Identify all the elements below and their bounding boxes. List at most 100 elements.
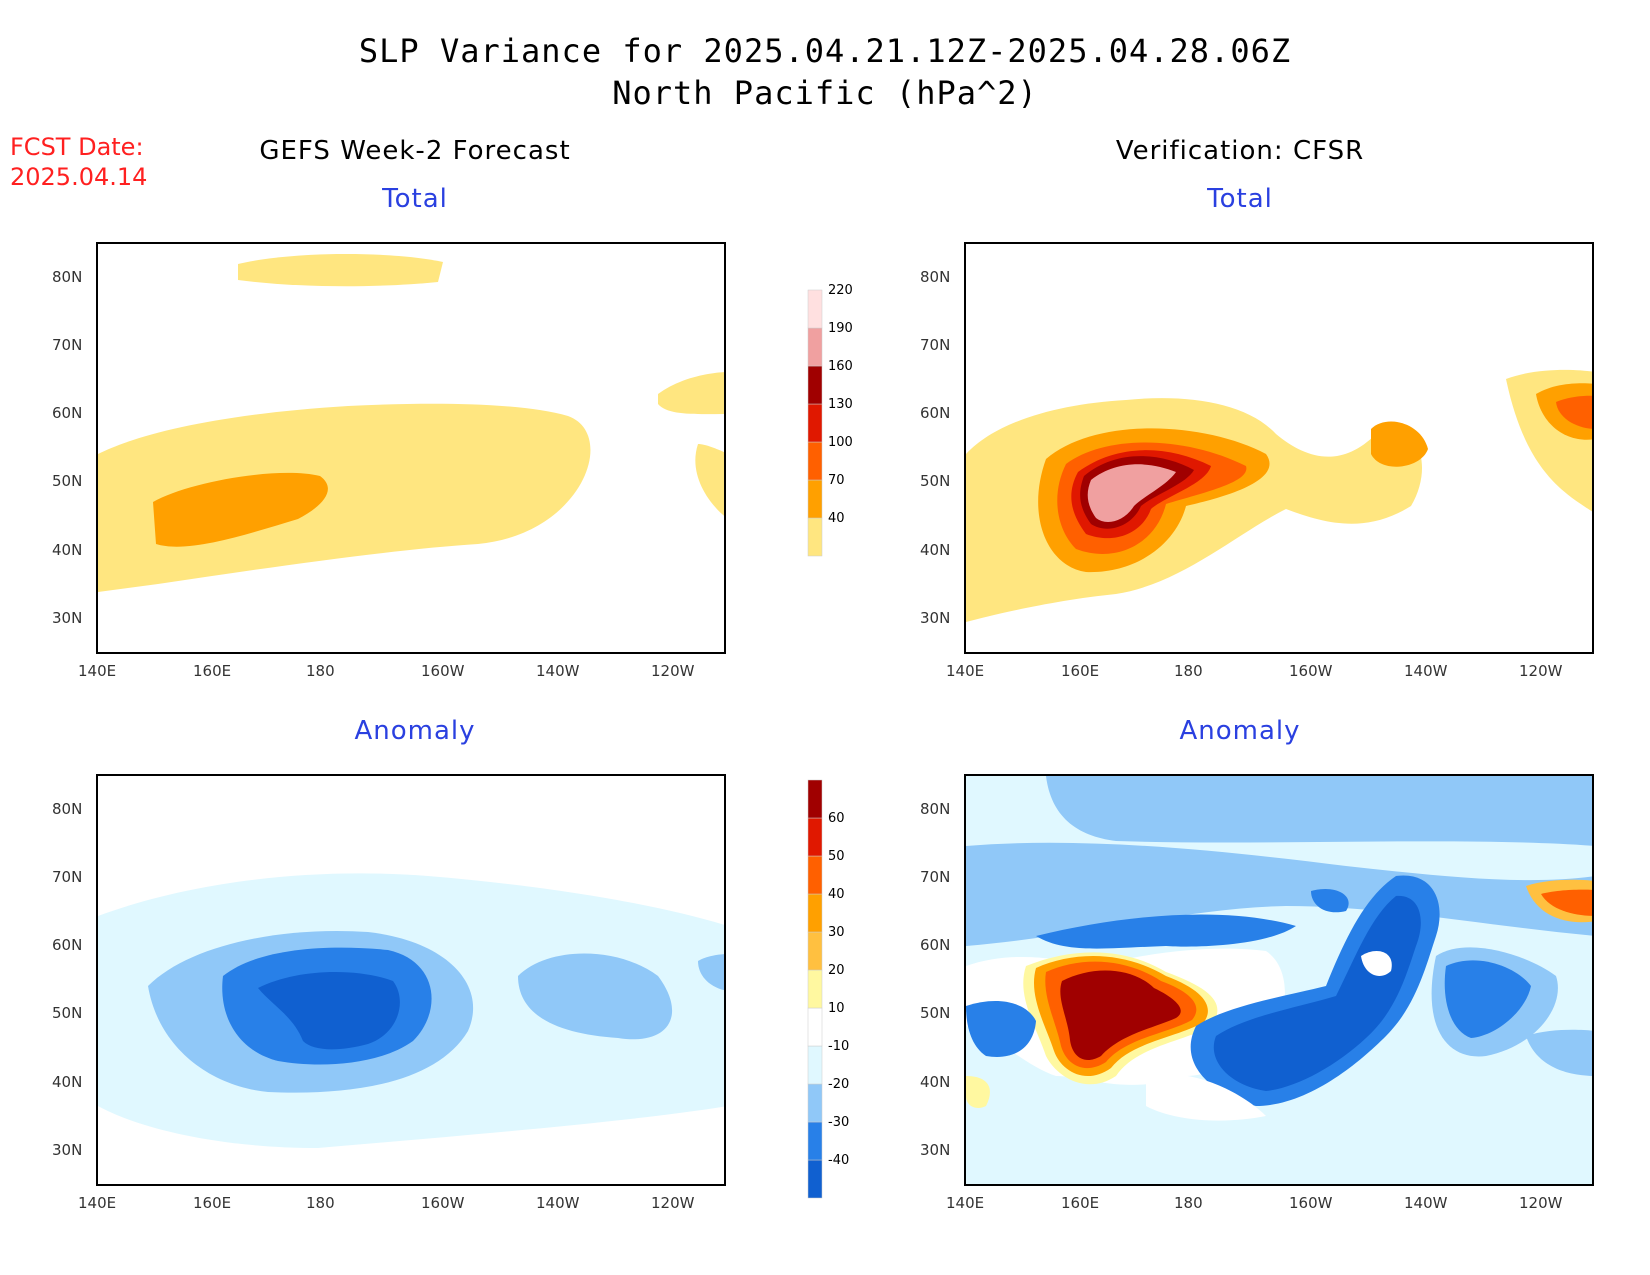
lon-tick-label: 160W (421, 662, 465, 680)
column-header-forecast: GEFS Week-2 Forecast (259, 136, 571, 166)
lat-tick-label: 30N (52, 609, 83, 627)
lon-tick-label: 120W (1519, 662, 1563, 680)
lon-tick-label: 160E (193, 1194, 232, 1212)
lat-tick-label: 50N (920, 472, 951, 490)
colorbar-level-label: 100 (828, 435, 853, 450)
lat-tick-label: 70N (52, 336, 83, 354)
colorbar-level-label: 160 (828, 359, 853, 374)
lon-tick-label: 140E (946, 1194, 985, 1212)
colorbar-level-label: 70 (828, 473, 845, 488)
lon-tick-label: 140W (1404, 1194, 1448, 1212)
colorbar-swatch (807, 817, 823, 857)
colorbar-swatch (807, 365, 823, 405)
colorbar-level-label: 220 (828, 283, 853, 298)
lon-tick-label: 120W (1519, 1194, 1563, 1212)
lon-tick-label: 140E (78, 662, 117, 680)
forecast-date-label: FCST Date: (10, 133, 144, 161)
map-panel-verification-total (964, 242, 1594, 654)
colorbar-swatch (807, 289, 823, 329)
forecast-date-value: 2025.04.14 (10, 163, 148, 191)
lon-tick-label: 140W (536, 662, 580, 680)
map-panel-forecast-total (96, 242, 726, 654)
colorbar-swatch (807, 1083, 823, 1123)
lon-tick-label: 120W (651, 1194, 695, 1212)
lat-tick-label: 60N (52, 936, 83, 954)
colorbar-anomaly: -40 -30 -20 -10 10 20 30 40 50 60 (800, 760, 880, 1200)
lat-tick-label: 60N (920, 936, 951, 954)
lat-tick-label: 40N (52, 1073, 83, 1091)
colorbar-swatch (807, 1159, 823, 1199)
colorbar-swatch (807, 517, 823, 557)
lat-tick-label: 60N (52, 404, 83, 422)
colorbar-level-label: -30 (828, 1115, 849, 1130)
lat-tick-label: 40N (920, 1073, 951, 1091)
colorbar-swatch (807, 327, 823, 367)
verification-total-field (966, 369, 1592, 622)
lon-tick-label: 180 (306, 1194, 335, 1212)
colorbar-swatch (807, 969, 823, 1009)
lon-tick-label: 160E (193, 662, 232, 680)
lat-tick-label: 50N (920, 1004, 951, 1022)
lon-tick-label: 160W (1289, 1194, 1333, 1212)
forecast-anomaly-field (98, 873, 724, 1148)
lon-tick-label: 160E (1061, 662, 1100, 680)
lat-tick-label: 30N (52, 1141, 83, 1159)
lat-tick-label: 60N (920, 404, 951, 422)
panel-title-forecast-total: Total (382, 184, 448, 214)
colorbar-swatch (807, 441, 823, 481)
colorbar-level-label: 60 (828, 811, 845, 826)
colorbar-swatch (807, 893, 823, 933)
colorbar-swatch (807, 855, 823, 895)
lon-tick-label: 160E (1061, 1194, 1100, 1212)
panel-title-verification-total: Total (1207, 184, 1273, 214)
colorbar-level-label: -10 (828, 1039, 849, 1054)
forecast-total-field (98, 254, 724, 592)
lat-tick-label: 70N (920, 868, 951, 886)
colorbar-level-label: 40 (828, 887, 845, 902)
colorbar-level-label: 40 (828, 511, 845, 526)
colorbar-level-label: -40 (828, 1153, 849, 1168)
colorbar-total: 40 70 100 130 160 190 220 (800, 280, 880, 620)
main-title-line1: SLP Variance for 2025.04.21.12Z-2025.04.… (358, 32, 1292, 70)
colorbar-swatch (807, 779, 823, 819)
lat-tick-label: 50N (52, 472, 83, 490)
main-title-line2: North Pacific (hPa^2) (612, 74, 1038, 112)
map-panel-verification-anomaly (964, 774, 1594, 1186)
lon-tick-label: 140W (536, 1194, 580, 1212)
lat-tick-label: 30N (920, 1141, 951, 1159)
colorbar-swatch (807, 1045, 823, 1085)
colorbar-level-label: 130 (828, 397, 853, 412)
lat-tick-label: 70N (920, 336, 951, 354)
colorbar-level-label: -20 (828, 1077, 849, 1092)
lat-tick-label: 40N (920, 541, 951, 559)
lon-tick-label: 160W (1289, 662, 1333, 680)
colorbar-total-swatches: 40 70 100 130 160 190 220 (807, 283, 853, 557)
lat-tick-label: 80N (920, 800, 951, 818)
colorbar-level-label: 190 (828, 321, 853, 336)
colorbar-level-label: 30 (828, 925, 845, 940)
lon-tick-label: 180 (306, 662, 335, 680)
lat-tick-label: 80N (52, 268, 83, 286)
lon-tick-label: 140W (1404, 662, 1448, 680)
colorbar-swatch (807, 403, 823, 443)
lat-tick-label: 80N (52, 800, 83, 818)
lat-tick-label: 40N (52, 541, 83, 559)
map-panel-forecast-anomaly (96, 774, 726, 1186)
lon-tick-label: 140E (946, 662, 985, 680)
colorbar-anomaly-swatches: -40 -30 -20 -10 10 20 30 40 50 60 (807, 779, 849, 1199)
colorbar-swatch (807, 931, 823, 971)
panel-title-verification-anomaly: Anomaly (1179, 716, 1301, 746)
lat-tick-label: 50N (52, 1004, 83, 1022)
colorbar-level-label: 20 (828, 963, 845, 978)
colorbar-swatch (807, 1121, 823, 1161)
lon-tick-label: 160W (421, 1194, 465, 1212)
lat-tick-label: 70N (52, 868, 83, 886)
colorbar-swatch (807, 479, 823, 519)
lon-tick-label: 120W (651, 662, 695, 680)
lon-tick-label: 140E (78, 1194, 117, 1212)
colorbar-swatch (807, 1007, 823, 1047)
colorbar-level-label: 50 (828, 849, 845, 864)
column-header-verification: Verification: CFSR (1115, 136, 1365, 166)
verification-anomaly-field (966, 776, 1592, 1184)
colorbar-level-label: 10 (828, 1001, 845, 1016)
